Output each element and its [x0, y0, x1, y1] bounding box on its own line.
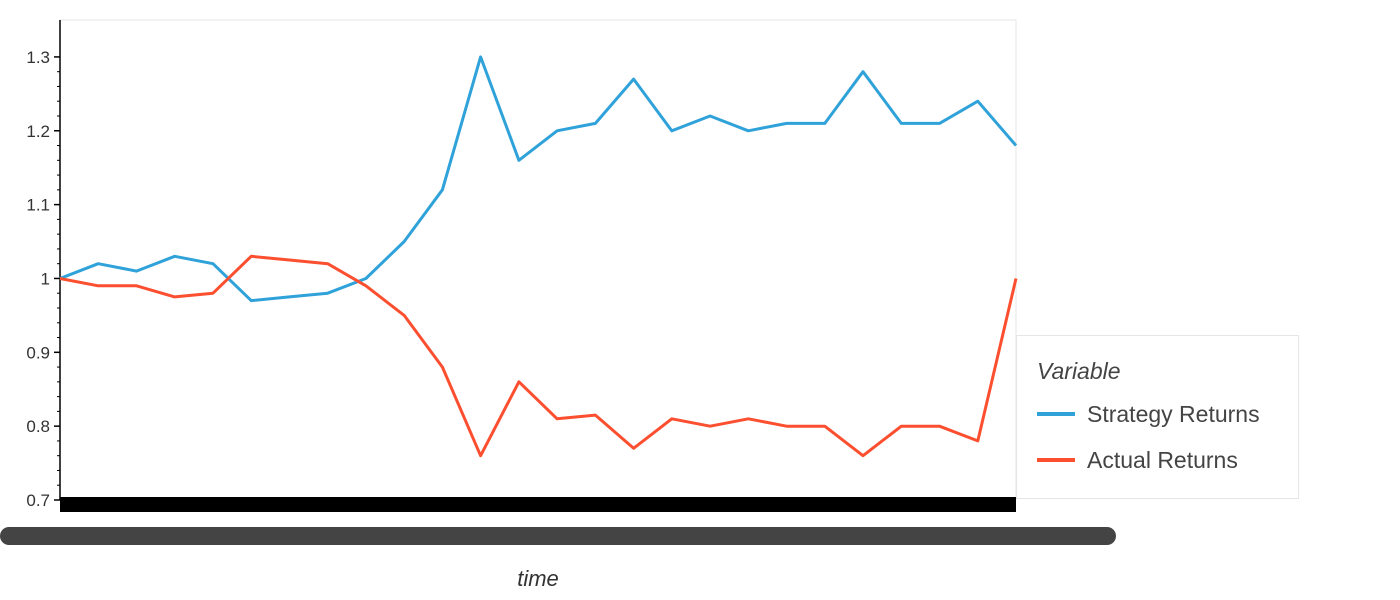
series-line-actual-returns	[59, 254, 1018, 458]
y-tick-label: 0.8	[26, 417, 50, 436]
legend-swatch-actual	[1037, 458, 1075, 462]
legend-item-strategy-returns[interactable]: Strategy Returns	[1037, 400, 1260, 428]
y-tick-label: 1.2	[26, 122, 50, 141]
y-tick-label: 1	[41, 269, 50, 288]
legend: Variable Strategy Returns Actual Returns	[1016, 335, 1299, 499]
legend-label-strategy: Strategy Returns	[1087, 400, 1260, 427]
legend-item-actual-returns[interactable]: Actual Returns	[1037, 446, 1238, 474]
plot-background	[59, 19, 1017, 501]
y-axis: 0.7 0.8 0.9 1 1.1 1.2 1.3	[26, 20, 61, 510]
y-tick-label: 1.3	[26, 48, 50, 67]
legend-title: Variable	[1037, 358, 1121, 384]
y-tick-label: 0.9	[26, 343, 50, 362]
series-layer	[59, 55, 1018, 458]
series-line-strategy-returns	[59, 55, 1018, 303]
y-tick-label: 1.1	[26, 196, 50, 215]
legend-swatch-strategy	[1037, 412, 1075, 416]
legend-label-actual: Actual Returns	[1087, 446, 1238, 473]
x-tick-band	[60, 497, 1016, 512]
y-tick-label: 0.7	[26, 491, 50, 510]
x-axis-label: time	[517, 566, 559, 591]
horizontal-scrollbar[interactable]	[0, 527, 1116, 545]
